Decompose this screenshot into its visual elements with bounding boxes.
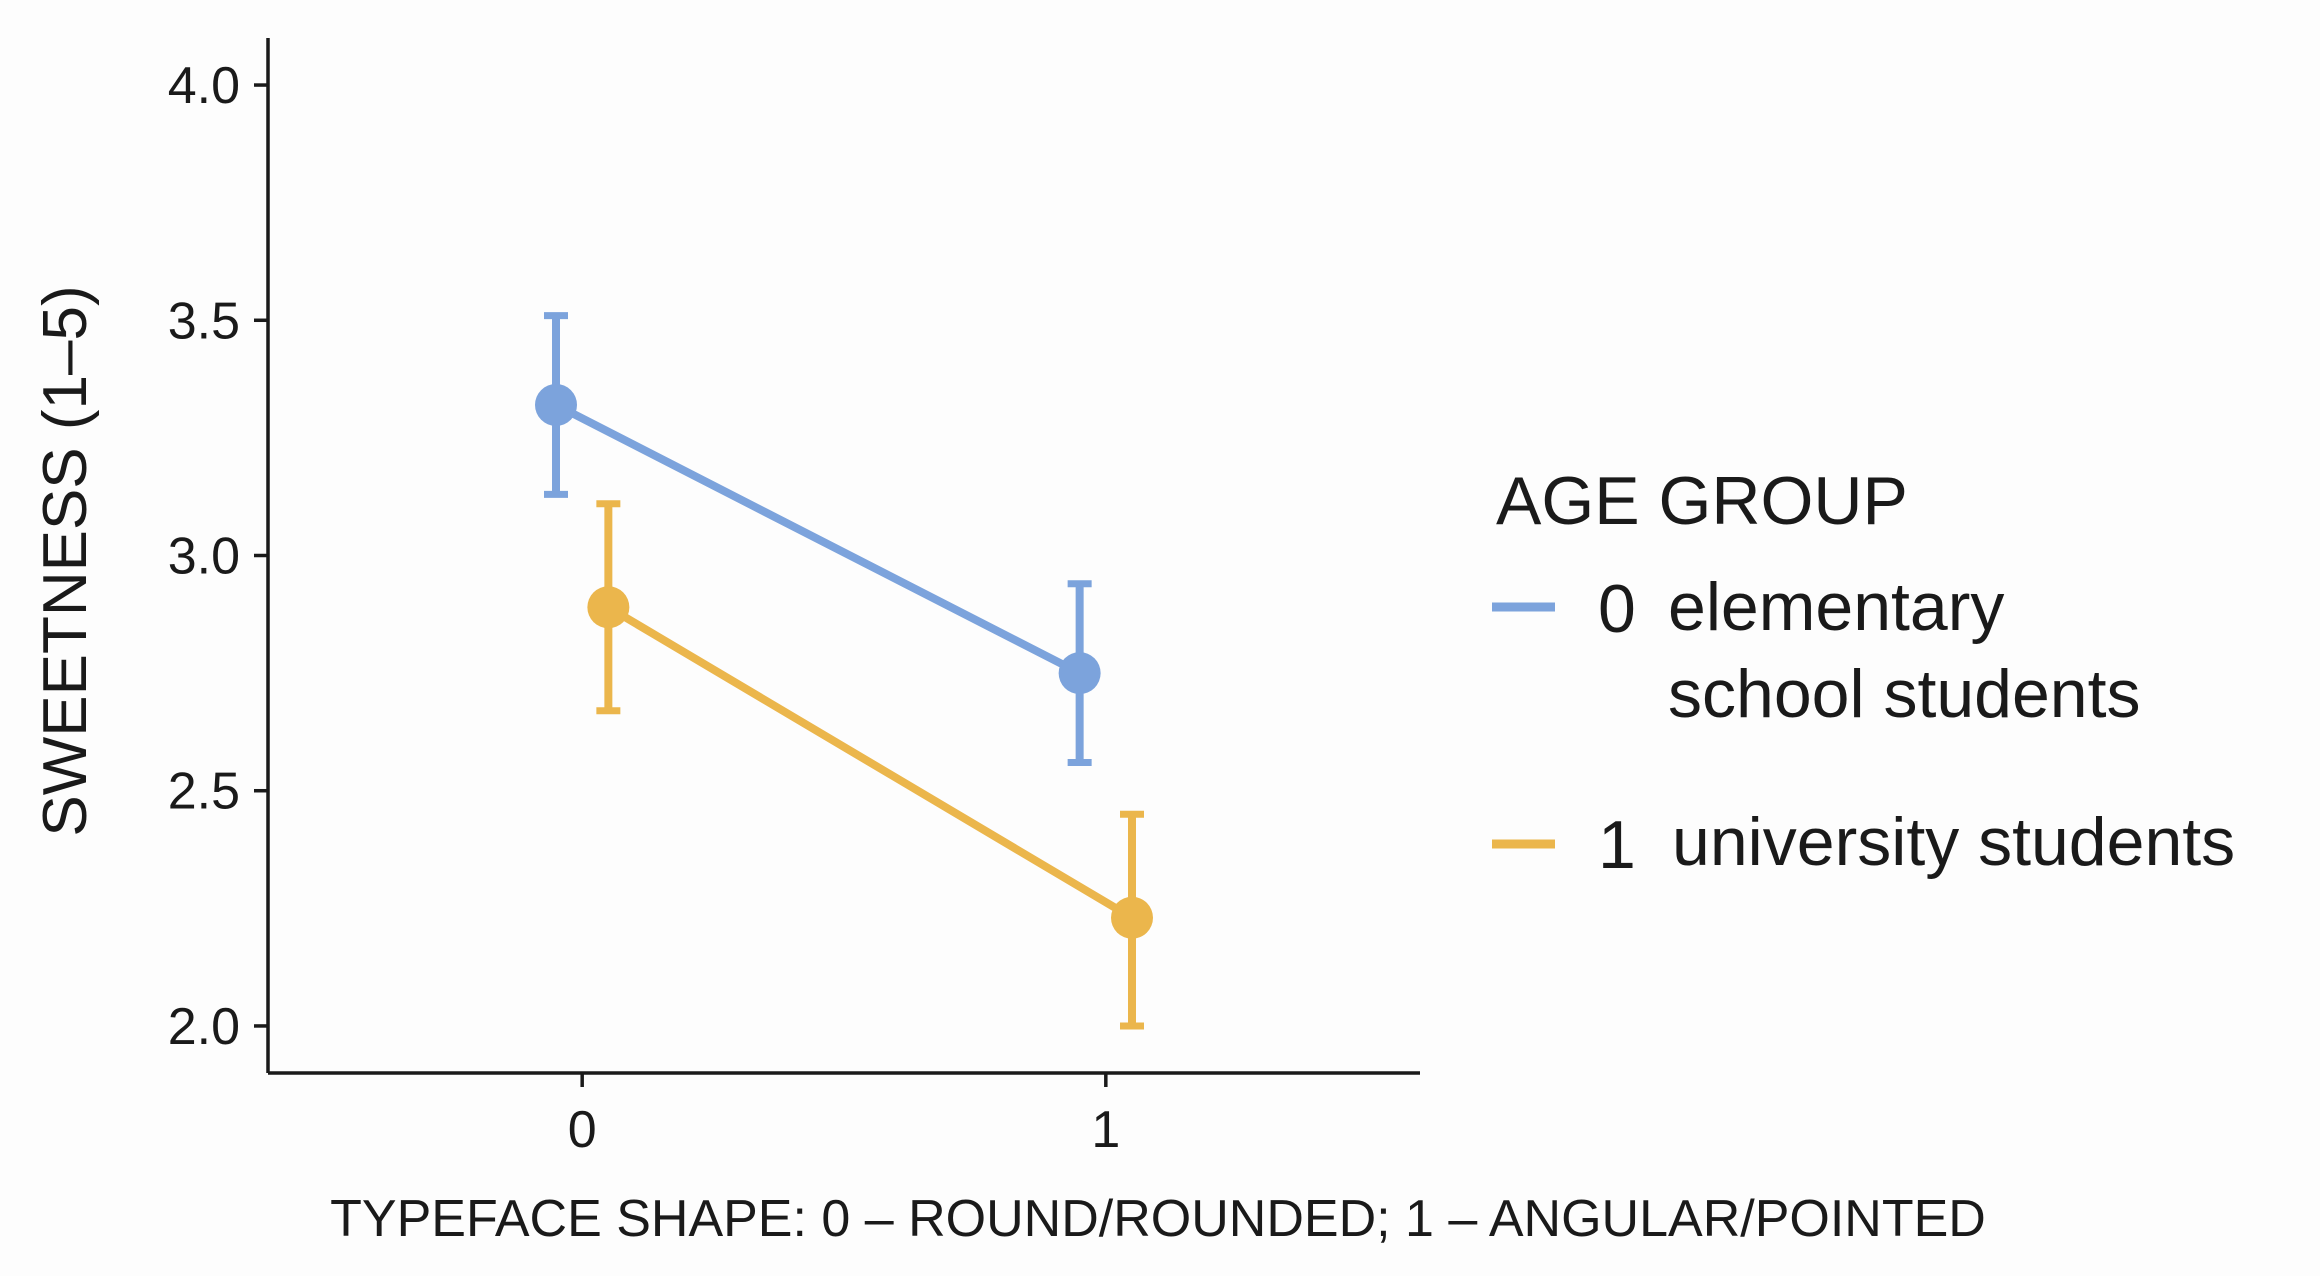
y-tick-label: 4.0 bbox=[168, 57, 240, 115]
series-1 bbox=[587, 500, 1153, 1030]
y-ticks: 2.0 2.5 3.0 3.5 4.0 bbox=[168, 57, 268, 1056]
legend-code-series-1: 1 bbox=[1598, 807, 1636, 883]
x-axis-title: TYPEFACE SHAPE: 0 – ROUND/ROUNDED; 1 – A… bbox=[330, 1190, 1986, 1248]
y-tick-label: 2.0 bbox=[168, 998, 240, 1056]
y-tick-label: 3.5 bbox=[168, 292, 240, 350]
data-point bbox=[1111, 896, 1153, 939]
legend: AGE GROUP 0 elementary school students 1… bbox=[1492, 463, 2235, 883]
series-0 bbox=[535, 312, 1101, 766]
y-axis-title: SWEETNESS (1–5) bbox=[31, 285, 100, 836]
legend-label-series-1-line-1: university students bbox=[1672, 804, 2235, 880]
y-tick-label: 2.5 bbox=[168, 763, 240, 821]
y-tick-label: 3.0 bbox=[168, 528, 240, 586]
series-layer bbox=[535, 312, 1153, 1030]
series-line bbox=[552, 400, 1084, 678]
legend-code-series-0: 0 bbox=[1598, 571, 1636, 647]
series-line bbox=[604, 603, 1136, 922]
legend-title: AGE GROUP bbox=[1496, 463, 1908, 539]
data-point bbox=[535, 383, 577, 426]
legend-label-series-0-line-2: school students bbox=[1668, 656, 2141, 732]
x-tick-label: 1 bbox=[1091, 1101, 1120, 1159]
legend-label-series-0-line-1: elementary bbox=[1668, 569, 2004, 645]
data-point bbox=[587, 586, 630, 629]
data-point bbox=[1058, 652, 1101, 695]
x-tick-label: 0 bbox=[568, 1101, 597, 1159]
